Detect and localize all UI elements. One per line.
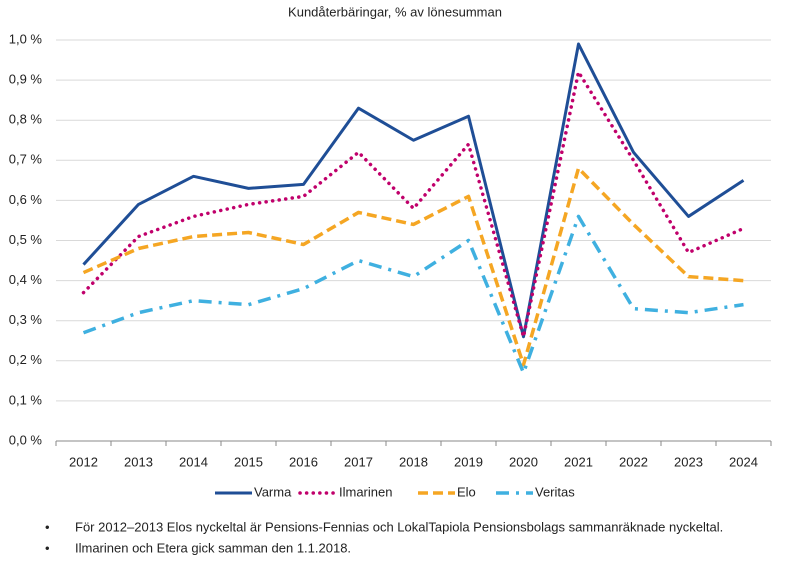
x-tick-label: 2019 — [454, 454, 483, 469]
series-line — [82, 166, 744, 367]
x-tick-label: 2022 — [619, 454, 648, 469]
y-tick-label: 0,0 % — [9, 432, 43, 447]
legend-label: Elo — [457, 484, 476, 499]
x-tick-label: 2013 — [124, 454, 153, 469]
y-tick-label: 0,6 % — [9, 192, 43, 207]
x-tick-label: 2024 — [729, 454, 758, 469]
x-tick-label: 2015 — [234, 454, 263, 469]
y-tick-label: 1,0 % — [9, 31, 43, 46]
y-tick-label: 0,1 % — [9, 392, 43, 407]
y-tick-label: 0,2 % — [9, 352, 43, 367]
legend-label: Ilmarinen — [339, 484, 392, 499]
x-tick-label: 2023 — [674, 454, 703, 469]
note: För 2012–2013 Elos nyckeltal är Pensions… — [75, 519, 723, 534]
y-tick-label: 0,7 % — [9, 152, 43, 167]
x-tick-label: 2018 — [399, 454, 428, 469]
bullet: • — [45, 519, 50, 534]
note: Ilmarinen och Etera gick samman den 1.1.… — [75, 540, 351, 555]
y-tick-label: 0,5 % — [9, 232, 43, 247]
bullet: • — [45, 540, 50, 555]
series-line — [82, 42, 745, 339]
x-tick-label: 2021 — [564, 454, 593, 469]
x-tick-label: 2014 — [179, 454, 208, 469]
x-tick-label: 2016 — [289, 454, 318, 469]
y-tick-label: 0,9 % — [9, 72, 43, 87]
x-tick-label: 2017 — [344, 454, 373, 469]
x-tick-label: 2012 — [69, 454, 98, 469]
series-line — [81, 70, 746, 339]
legend-label: Varma — [254, 484, 292, 499]
legend-label: Veritas — [535, 484, 575, 499]
chart-title: Kundåterbäringar, % av lönesumman — [288, 4, 502, 19]
y-tick-label: 0,3 % — [9, 312, 43, 327]
y-tick-label: 0,4 % — [9, 272, 43, 287]
x-tick-label: 2020 — [509, 454, 538, 469]
series-line — [82, 214, 744, 375]
y-tick-label: 0,8 % — [9, 112, 43, 127]
